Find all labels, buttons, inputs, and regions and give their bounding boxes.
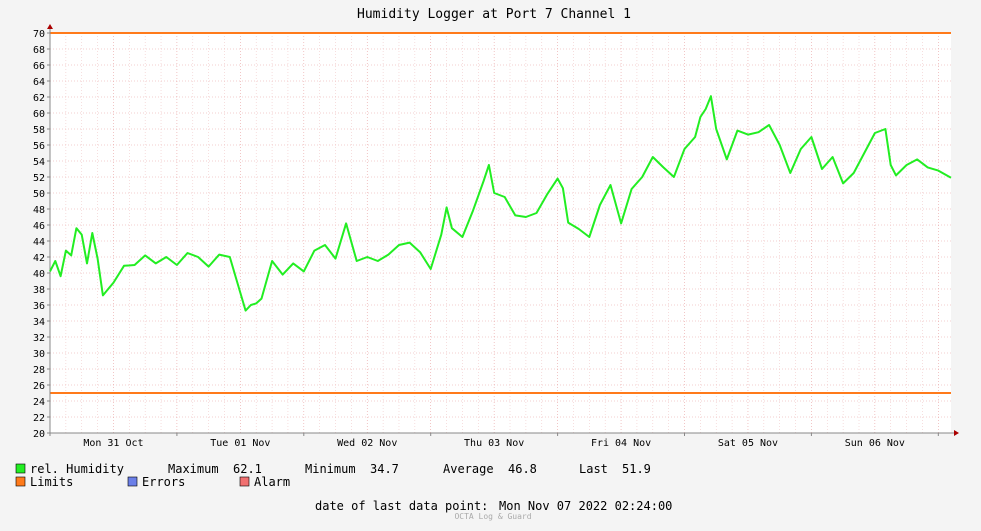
grid-lines — [49, 32, 951, 434]
legend-maximum-value: 62.1 — [233, 462, 262, 476]
y-tick-label: 38 — [33, 285, 45, 296]
y-tick-label: 56 — [33, 141, 45, 152]
x-tick-label: Sat 05 Nov — [718, 438, 778, 449]
legend-average-value: 46.8 — [508, 462, 537, 476]
x-tick-label: Wed 02 Nov — [337, 438, 397, 449]
y-tick-label: 68 — [33, 45, 45, 56]
y-axis-arrow — [47, 24, 53, 29]
y-tick-label: 26 — [33, 381, 45, 392]
humidity-series-line — [49, 95, 952, 312]
y-tick-label: 24 — [33, 397, 45, 408]
last-data-point-value: Mon Nov 07 2022 02:24:00 — [499, 499, 672, 513]
x-tick-label: Thu 03 Nov — [464, 438, 524, 449]
x-tick-label: Mon 31 Oct — [83, 438, 143, 449]
y-tick-label: 66 — [33, 61, 45, 72]
plot-area — [50, 33, 951, 433]
x-tick-label: Fri 04 Nov — [591, 438, 651, 449]
y-tick-label: 32 — [33, 333, 45, 344]
legend-humidity-label: rel. Humidity — [30, 462, 124, 476]
last-data-point-label: date of last data point: — [315, 499, 488, 513]
y-tick-label: 30 — [33, 349, 45, 360]
x-axis-arrow — [954, 430, 959, 436]
y-tick-label: 40 — [33, 269, 45, 280]
legend-minimum-value: 34.7 — [370, 462, 399, 476]
legend-swatch-limits — [15, 476, 26, 487]
legend-swatch-errors — [127, 476, 138, 487]
y-tick-label: 50 — [33, 189, 45, 200]
legend-limits-label: Limits — [30, 475, 73, 489]
legend-swatch-humidity — [15, 463, 26, 474]
watermark: OCTA Log & Guard — [454, 512, 531, 521]
y-tick-label: 62 — [33, 93, 45, 104]
y-tick-label: 54 — [33, 157, 45, 168]
y-tick-label: 22 — [33, 413, 45, 424]
legend-alarm-label: Alarm — [254, 475, 290, 489]
legend-errors-label: Errors — [142, 475, 185, 489]
y-tick-label: 42 — [33, 253, 45, 264]
series-layer — [49, 95, 952, 312]
chart-title: Humidity Logger at Port 7 Channel 1 — [357, 7, 631, 22]
x-tick-label: Tue 01 Nov — [210, 438, 270, 449]
limit-lines — [50, 32, 951, 394]
legend-swatch-alarm — [239, 476, 250, 487]
y-tick-label: 70 — [33, 29, 45, 40]
y-tick-label: 36 — [33, 301, 45, 312]
legend-last-label: Last — [579, 462, 608, 476]
legend-last-value: 51.9 — [622, 462, 651, 476]
y-tick-label: 44 — [33, 237, 45, 248]
tick-labels: 20 22 24 26 28 30 32 34 36 38 40 42 44 46 48 50 52 54 56 58… — [33, 29, 905, 449]
y-tick-label: 52 — [33, 173, 45, 184]
x-tick-label: Sun 06 Nov — [845, 438, 905, 449]
legend-average-label: Average — [443, 462, 494, 476]
y-tick-label: 28 — [33, 365, 45, 376]
y-tick-label: 48 — [33, 205, 45, 216]
legend-minimum-label: Minimum — [305, 462, 356, 476]
y-tick-label: 20 — [33, 429, 45, 440]
y-tick-label: 60 — [33, 109, 45, 120]
y-tick-label: 34 — [33, 317, 45, 328]
y-tick-label: 64 — [33, 77, 45, 88]
axes — [47, 24, 959, 436]
y-tick-label: 58 — [33, 125, 45, 136]
legend-maximum-label: Maximum — [168, 462, 219, 476]
y-tick-label: 46 — [33, 221, 45, 232]
